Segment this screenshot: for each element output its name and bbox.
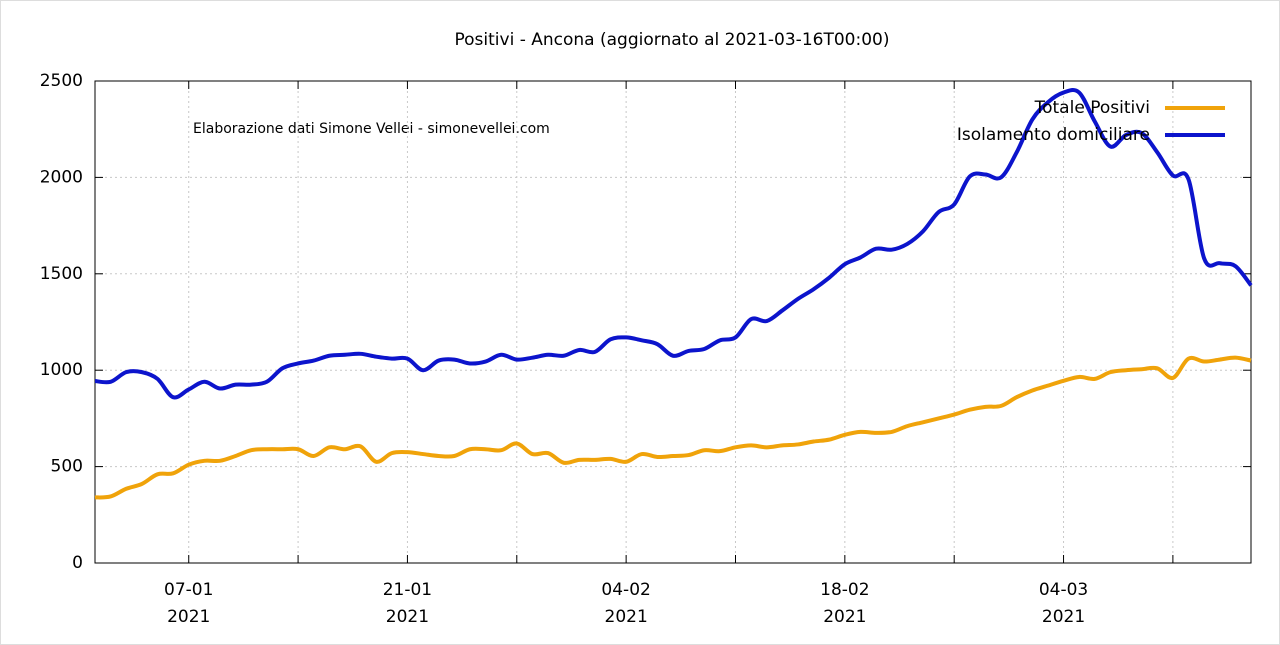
chart-title: Positivi - Ancona (aggiornato al 2021-03… [455, 30, 890, 50]
series-line [94, 88, 1253, 400]
x-tick-label: 21-01 [383, 580, 432, 600]
y-tick-label: 2500 [40, 71, 83, 91]
legend-label: Totale Positivi [1034, 98, 1150, 118]
x-tick-sublabel: 2021 [386, 607, 429, 627]
x-tick-label: 18-02 [820, 580, 869, 600]
y-tick-label: 0 [72, 553, 83, 573]
x-tick-sublabel: 2021 [1042, 607, 1085, 627]
y-tick-label: 1500 [40, 264, 83, 284]
legend-label: Isolamento domiciliare [957, 125, 1150, 145]
x-tick-label: 07-01 [164, 580, 213, 600]
y-tick-label: 1000 [40, 360, 83, 380]
x-tick-sublabel: 2021 [167, 607, 210, 627]
x-tick-label: 04-02 [601, 580, 650, 600]
series-line [94, 355, 1252, 500]
plot-border [94, 80, 1252, 564]
annotation: Elaborazione dati Simone Vellei - simone… [193, 121, 550, 137]
x-tick-sublabel: 2021 [823, 607, 866, 627]
x-tick-label: 04-03 [1039, 580, 1088, 600]
y-tick-label: 2000 [40, 167, 83, 187]
y-tick-label: 500 [51, 457, 83, 477]
x-tick-sublabel: 2021 [605, 607, 648, 627]
